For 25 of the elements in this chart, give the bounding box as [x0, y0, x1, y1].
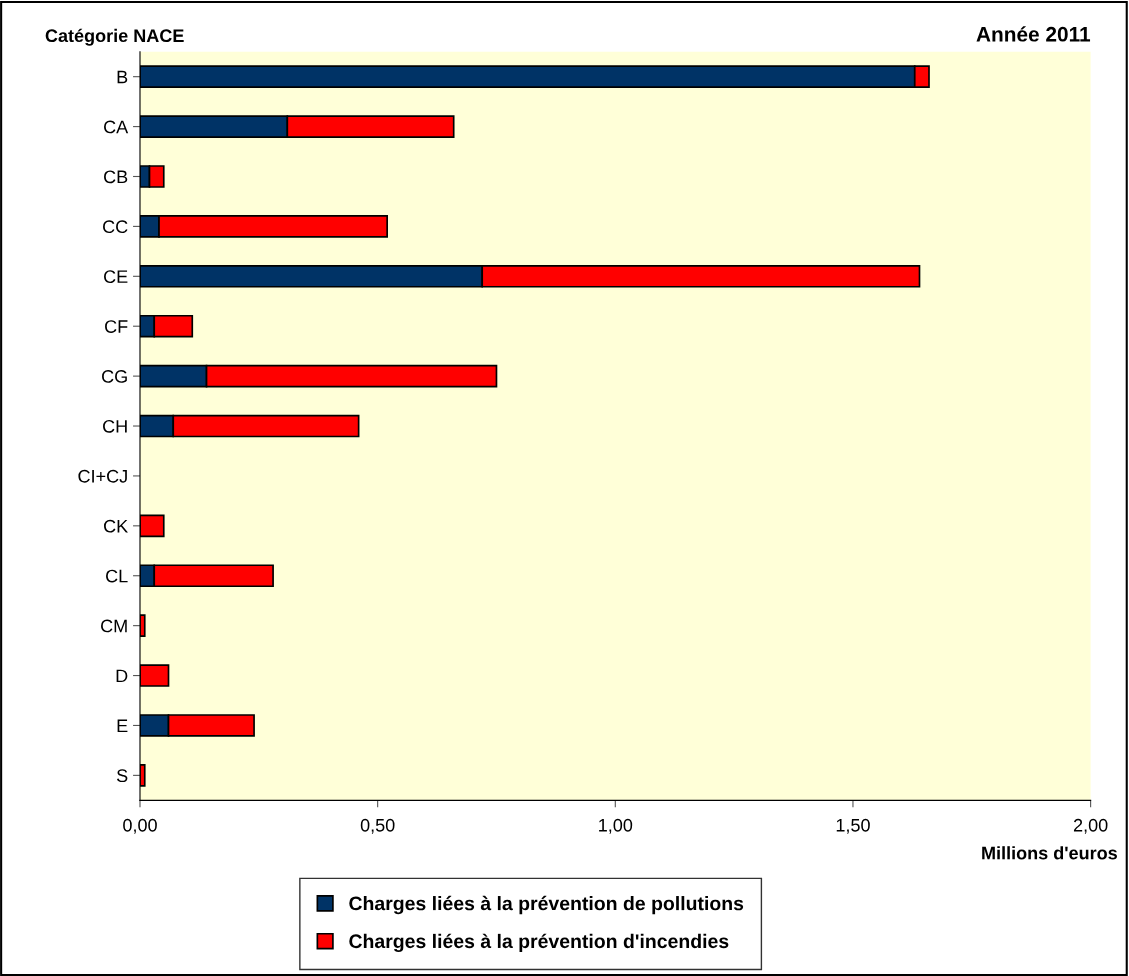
y-tick-label: CB	[104, 170, 128, 184]
y-tick-label: B	[117, 70, 128, 84]
y-tick-label: S	[116, 769, 128, 783]
x-tick-label: 1,00	[599, 818, 633, 834]
y-tick-label: D	[116, 669, 128, 683]
y-tick-label: CH	[103, 419, 127, 433]
y-axis-title: Catégorie NACE	[45, 28, 184, 46]
legend-label: Charges liées à la prévention d'incendies	[349, 933, 729, 953]
x-tick-label: 0,00	[123, 818, 157, 834]
y-tick-label: CG	[102, 370, 127, 383]
y-tick-label: CK	[104, 519, 128, 533]
y-tick-label: CI+CJ	[78, 469, 127, 483]
y-tick-label: CF	[105, 320, 128, 333]
chart-title: Année 2011	[976, 26, 1091, 42]
y-tick-label: E	[117, 719, 128, 732]
y-tick-label: CM	[101, 619, 127, 633]
legend-label: Charges liées à la prévention de pollutions	[349, 895, 744, 915]
x-tick-label: 0,50	[360, 818, 395, 834]
y-tick-label: CE	[104, 270, 128, 284]
x-tick-label: 1,50	[836, 818, 870, 834]
y-tick-label: CC	[103, 220, 128, 234]
x-tick-label: 2,00	[1073, 818, 1108, 834]
y-tick-label: CA	[104, 120, 129, 134]
x-axis-title: Millions d'euros	[982, 846, 1117, 860]
y-tick-label: CL	[106, 569, 128, 583]
